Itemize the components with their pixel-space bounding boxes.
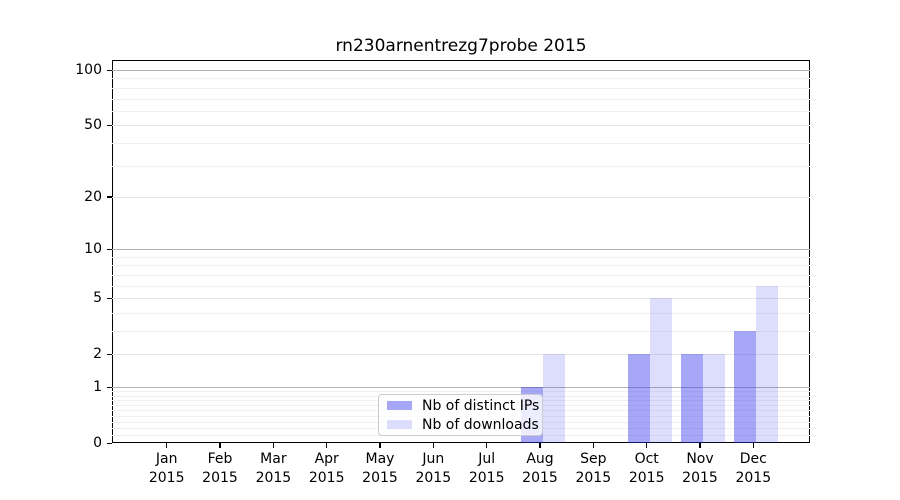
y-tick-mark [107,297,112,299]
x-tick-mark [272,443,274,448]
x-tick-mark [379,443,381,448]
bar-nb-of-downloads-oct [649,298,672,443]
gridline-5 [112,298,810,300]
minor-gridline [112,165,810,167]
x-tick-mark [539,443,541,448]
x-tick-mark [326,443,328,448]
y-tick-label-50: 50 [84,117,102,134]
y-tick-mark [107,196,112,198]
x-tick-mark [166,443,168,448]
y-tick-mark [107,124,112,126]
x-tick-mark [219,443,221,448]
x-tick-mark [646,443,648,448]
x-tick-mark [432,443,434,448]
y-tick-label-5: 5 [93,290,102,307]
legend-label-nb-of-downloads: Nb of downloads [422,416,539,433]
y-tick-mark [107,386,112,388]
minor-gridline [112,78,810,80]
x-tick-label-feb: Feb 2015 [202,451,238,486]
legend-label-nb-of-distinct-ips: Nb of distinct IPs [422,397,540,414]
bar-nb-of-distinct-ips-nov [681,354,703,443]
x-tick-mark [486,443,488,448]
minor-gridline [112,312,810,314]
x-tick-label-mar: Mar 2015 [255,451,292,486]
minor-gridline [112,391,810,393]
y-tick-label-10: 10 [84,241,102,258]
legend-item-nb-of-distinct-ips: Nb of distinct IPs [385,397,540,414]
minor-gridline [112,110,810,112]
x-tick-label-aug: Aug 2015 [522,451,558,486]
x-tick-label-jun: Jun 2015 [415,451,452,486]
bar-nb-of-distinct-ips-dec [734,331,757,443]
minor-gridline [112,142,810,144]
x-tick-label-apr: Apr 2015 [308,451,345,486]
y-tick-mark [107,442,112,444]
minor-gridline [112,265,810,267]
minor-gridline [112,331,810,332]
y-tick-label-100: 100 [75,62,102,78]
minor-gridline [112,256,810,258]
x-tick-label-dec: Dec 2015 [735,451,772,486]
gridline-20 [112,196,810,198]
x-tick-label-jul: Jul 2015 [468,451,505,486]
gridline-50 [112,125,810,127]
x-tick-label-may: May 2015 [362,451,398,486]
legend-swatch-nb-of-downloads [387,420,412,429]
minor-gridline [112,285,810,287]
major-gridline-1 [112,387,810,388]
y-tick-mark [107,353,112,355]
plot-area [112,60,810,443]
major-gridline-10 [112,249,810,251]
minor-gridline [112,87,810,89]
y-tick-mark [107,69,112,71]
x-tick-label-sep: Sep 2015 [575,451,612,486]
minor-gridline [112,98,810,100]
x-tick-label-jan: Jan 2015 [148,451,185,486]
x-tick-mark [699,443,701,448]
legend-item-nb-of-downloads: Nb of downloads [385,416,539,433]
x-tick-label-oct: Oct 2015 [628,451,665,486]
bar-nb-of-downloads-dec [756,285,779,443]
y-tick-mark [107,248,112,250]
y-tick-label-0: 0 [93,435,102,451]
y-tick-label-20: 20 [84,188,102,205]
chart-title: rn230arnentrezg7probe 2015 [335,36,587,56]
minor-gridline [112,274,810,276]
x-tick-label-nov: Nov 2015 [682,451,718,486]
y-tick-label-2: 2 [93,346,102,363]
major-gridline-100 [112,70,810,71]
legend-swatch-nb-of-distinct-ips [387,401,412,410]
bar-nb-of-downloads-aug [543,354,565,443]
x-tick-mark [752,443,754,448]
legend: Nb of distinct IPs Nb of downloads [378,394,543,436]
gridline-2 [112,354,810,356]
x-tick-mark [592,443,594,448]
y-tick-label-1: 1 [93,379,102,395]
bar-nb-of-downloads-nov [703,354,725,443]
bar-nb-of-distinct-ips-oct [627,354,650,443]
